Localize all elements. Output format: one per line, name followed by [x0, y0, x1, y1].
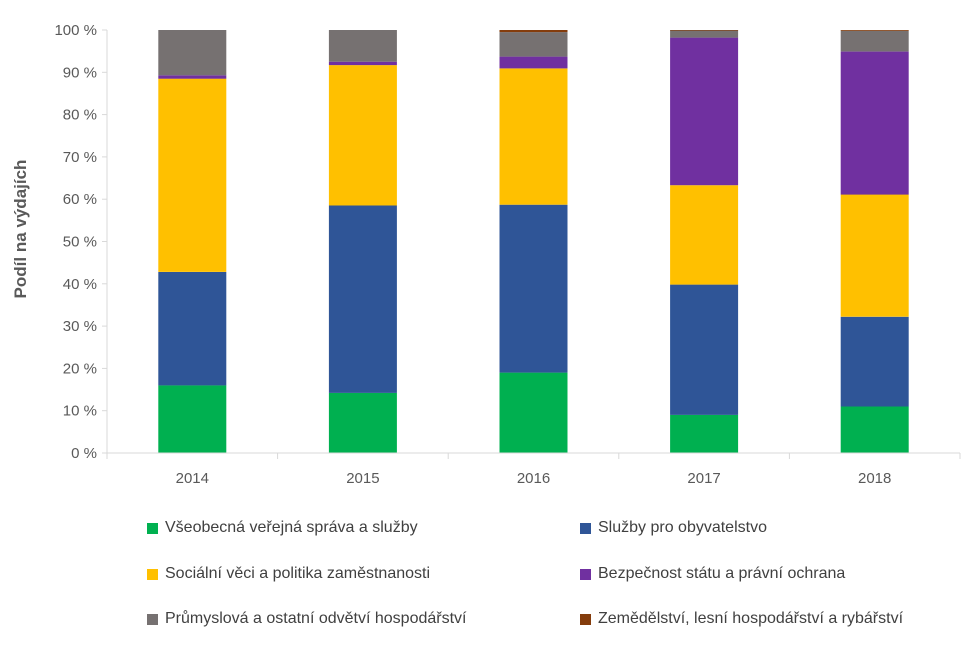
bar-segment-2018-series-2: [840, 316, 909, 407]
bar-segment-2017-series-4: [670, 37, 739, 186]
y-tick-label: 0 %: [71, 445, 97, 462]
x-tick-label: 2018: [858, 470, 891, 487]
bar-segment-2014-series-2: [158, 272, 227, 386]
y-tick-label: 100 %: [54, 22, 97, 39]
y-tick-label: 70 %: [63, 149, 97, 166]
bar-segment-2017-series-5: [670, 30, 739, 38]
x-tick-label: 2014: [176, 470, 209, 487]
bar-segment-2017-series-2: [670, 284, 739, 415]
x-tick-label: 2016: [517, 470, 550, 487]
bar-segment-2017-series-3: [670, 185, 739, 285]
bar-segment-2016-series-1: [499, 372, 568, 453]
y-tick-label: 40 %: [63, 276, 97, 293]
bar-segment-2014-series-3: [158, 78, 227, 272]
y-tick-label: 90 %: [63, 64, 97, 81]
y-tick-label: 10 %: [63, 403, 97, 420]
y-tick-label: 20 %: [63, 360, 97, 377]
x-tick-label: 2015: [346, 470, 379, 487]
bar-segment-2018-series-1: [840, 406, 909, 453]
axes-group: 2014 2015 2016 2017 2018 0 % 10 % 20 % 30 % 40 % 5…: [54, 22, 961, 487]
bar-segment-2015-series-3: [328, 65, 397, 206]
bar-segment-2015-series-5: [328, 30, 397, 62]
y-tick-label: 80 %: [63, 107, 97, 124]
y-tick-label: 50 %: [63, 234, 97, 251]
y-axis-title: Podíl na výdajích: [11, 160, 30, 299]
bar-segment-2018-series-4: [840, 51, 909, 195]
bar-segment-2018-series-6: [840, 30, 909, 31]
x-tick-label: 2017: [687, 470, 720, 487]
bar-segment-2018-series-5: [840, 30, 909, 52]
bar-segment-2014-series-1: [158, 385, 227, 453]
bar-segment-2015-series-2: [328, 205, 397, 393]
bar-segment-2014-series-4: [158, 75, 227, 79]
bar-segment-2015-series-1: [328, 392, 397, 453]
bar-segment-2016-series-2: [499, 204, 568, 373]
bar-segment-2018-series-3: [840, 194, 909, 317]
bar-segment-2015-series-4: [328, 61, 397, 66]
bar-segment-2017-series-1: [670, 414, 739, 453]
y-tick-label: 60 %: [63, 191, 97, 208]
bar-segment-2016-series-5: [499, 32, 568, 57]
y-tick-label: 30 %: [63, 318, 97, 335]
bar-segment-2017-series-6: [670, 30, 739, 31]
bar-segment-2014-series-5: [158, 30, 227, 76]
bar-segment-2016-series-6: [499, 30, 568, 33]
bars-group: [158, 30, 909, 453]
bar-segment-2016-series-3: [499, 68, 568, 205]
bar-segment-2016-series-4: [499, 56, 568, 69]
